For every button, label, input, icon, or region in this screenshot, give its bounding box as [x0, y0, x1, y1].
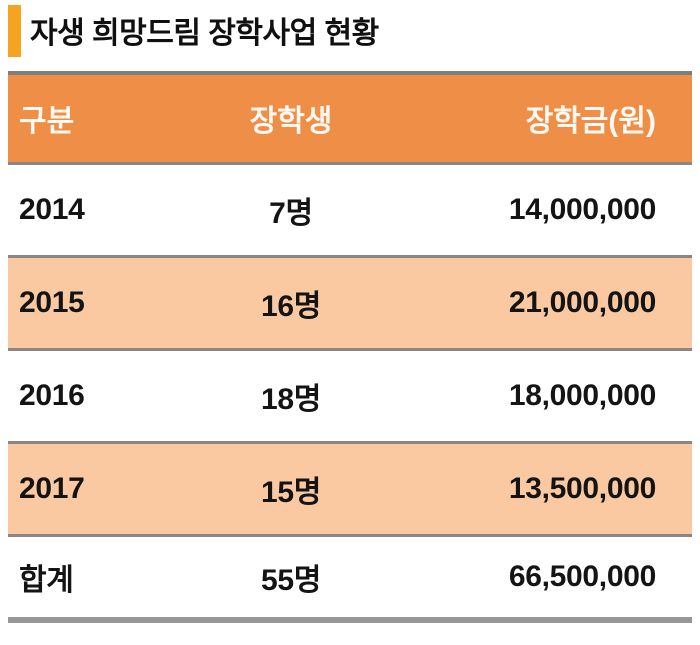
- cell-year: 2016: [19, 378, 85, 412]
- cell-students: 16명: [260, 289, 322, 323]
- cell-students: 18명: [260, 382, 322, 416]
- header-amount: 장학금(원): [525, 105, 656, 139]
- table-header-row: 구분 장학생 장학금(원): [8, 73, 692, 163]
- cell-amount: 13,500,000: [508, 471, 656, 505]
- cell-amount: 21,000,000: [508, 285, 656, 319]
- page-title: 자생 희망드림 장학사업 현황: [30, 17, 379, 50]
- cell-year: 합계: [19, 563, 74, 597]
- table-row-2016: 2016 18명 18,000,000: [8, 349, 692, 442]
- table-row-total: 합계 55명 66,500,000: [8, 535, 692, 620]
- cell-amount: 66,500,000: [508, 559, 656, 593]
- cell-students: 15명: [260, 475, 322, 509]
- header-students: 장학생: [249, 105, 333, 139]
- header-category: 구분: [19, 105, 75, 139]
- table-row-2017: 2017 15명 13,500,000: [8, 442, 692, 535]
- table-row-2015: 2015 16명 21,000,000: [8, 256, 692, 349]
- page-header: 자생 희망드림 장학사업 현황: [0, 0, 700, 71]
- cell-students: 7명: [269, 196, 313, 230]
- scholarship-table: 구분 장학생 장학금(원) 2014 7명 14,000,000 2015 16…: [8, 71, 692, 623]
- cell-amount: 18,000,000: [508, 378, 656, 412]
- cell-year: 2017: [19, 471, 85, 505]
- cell-year: 2015: [19, 285, 85, 319]
- cell-students: 55명: [260, 563, 322, 597]
- cell-year: 2014: [19, 192, 85, 226]
- title-accent-bar: [8, 5, 21, 57]
- cell-amount: 14,000,000: [508, 192, 656, 226]
- table-row-2014: 2014 7명 14,000,000: [8, 163, 692, 256]
